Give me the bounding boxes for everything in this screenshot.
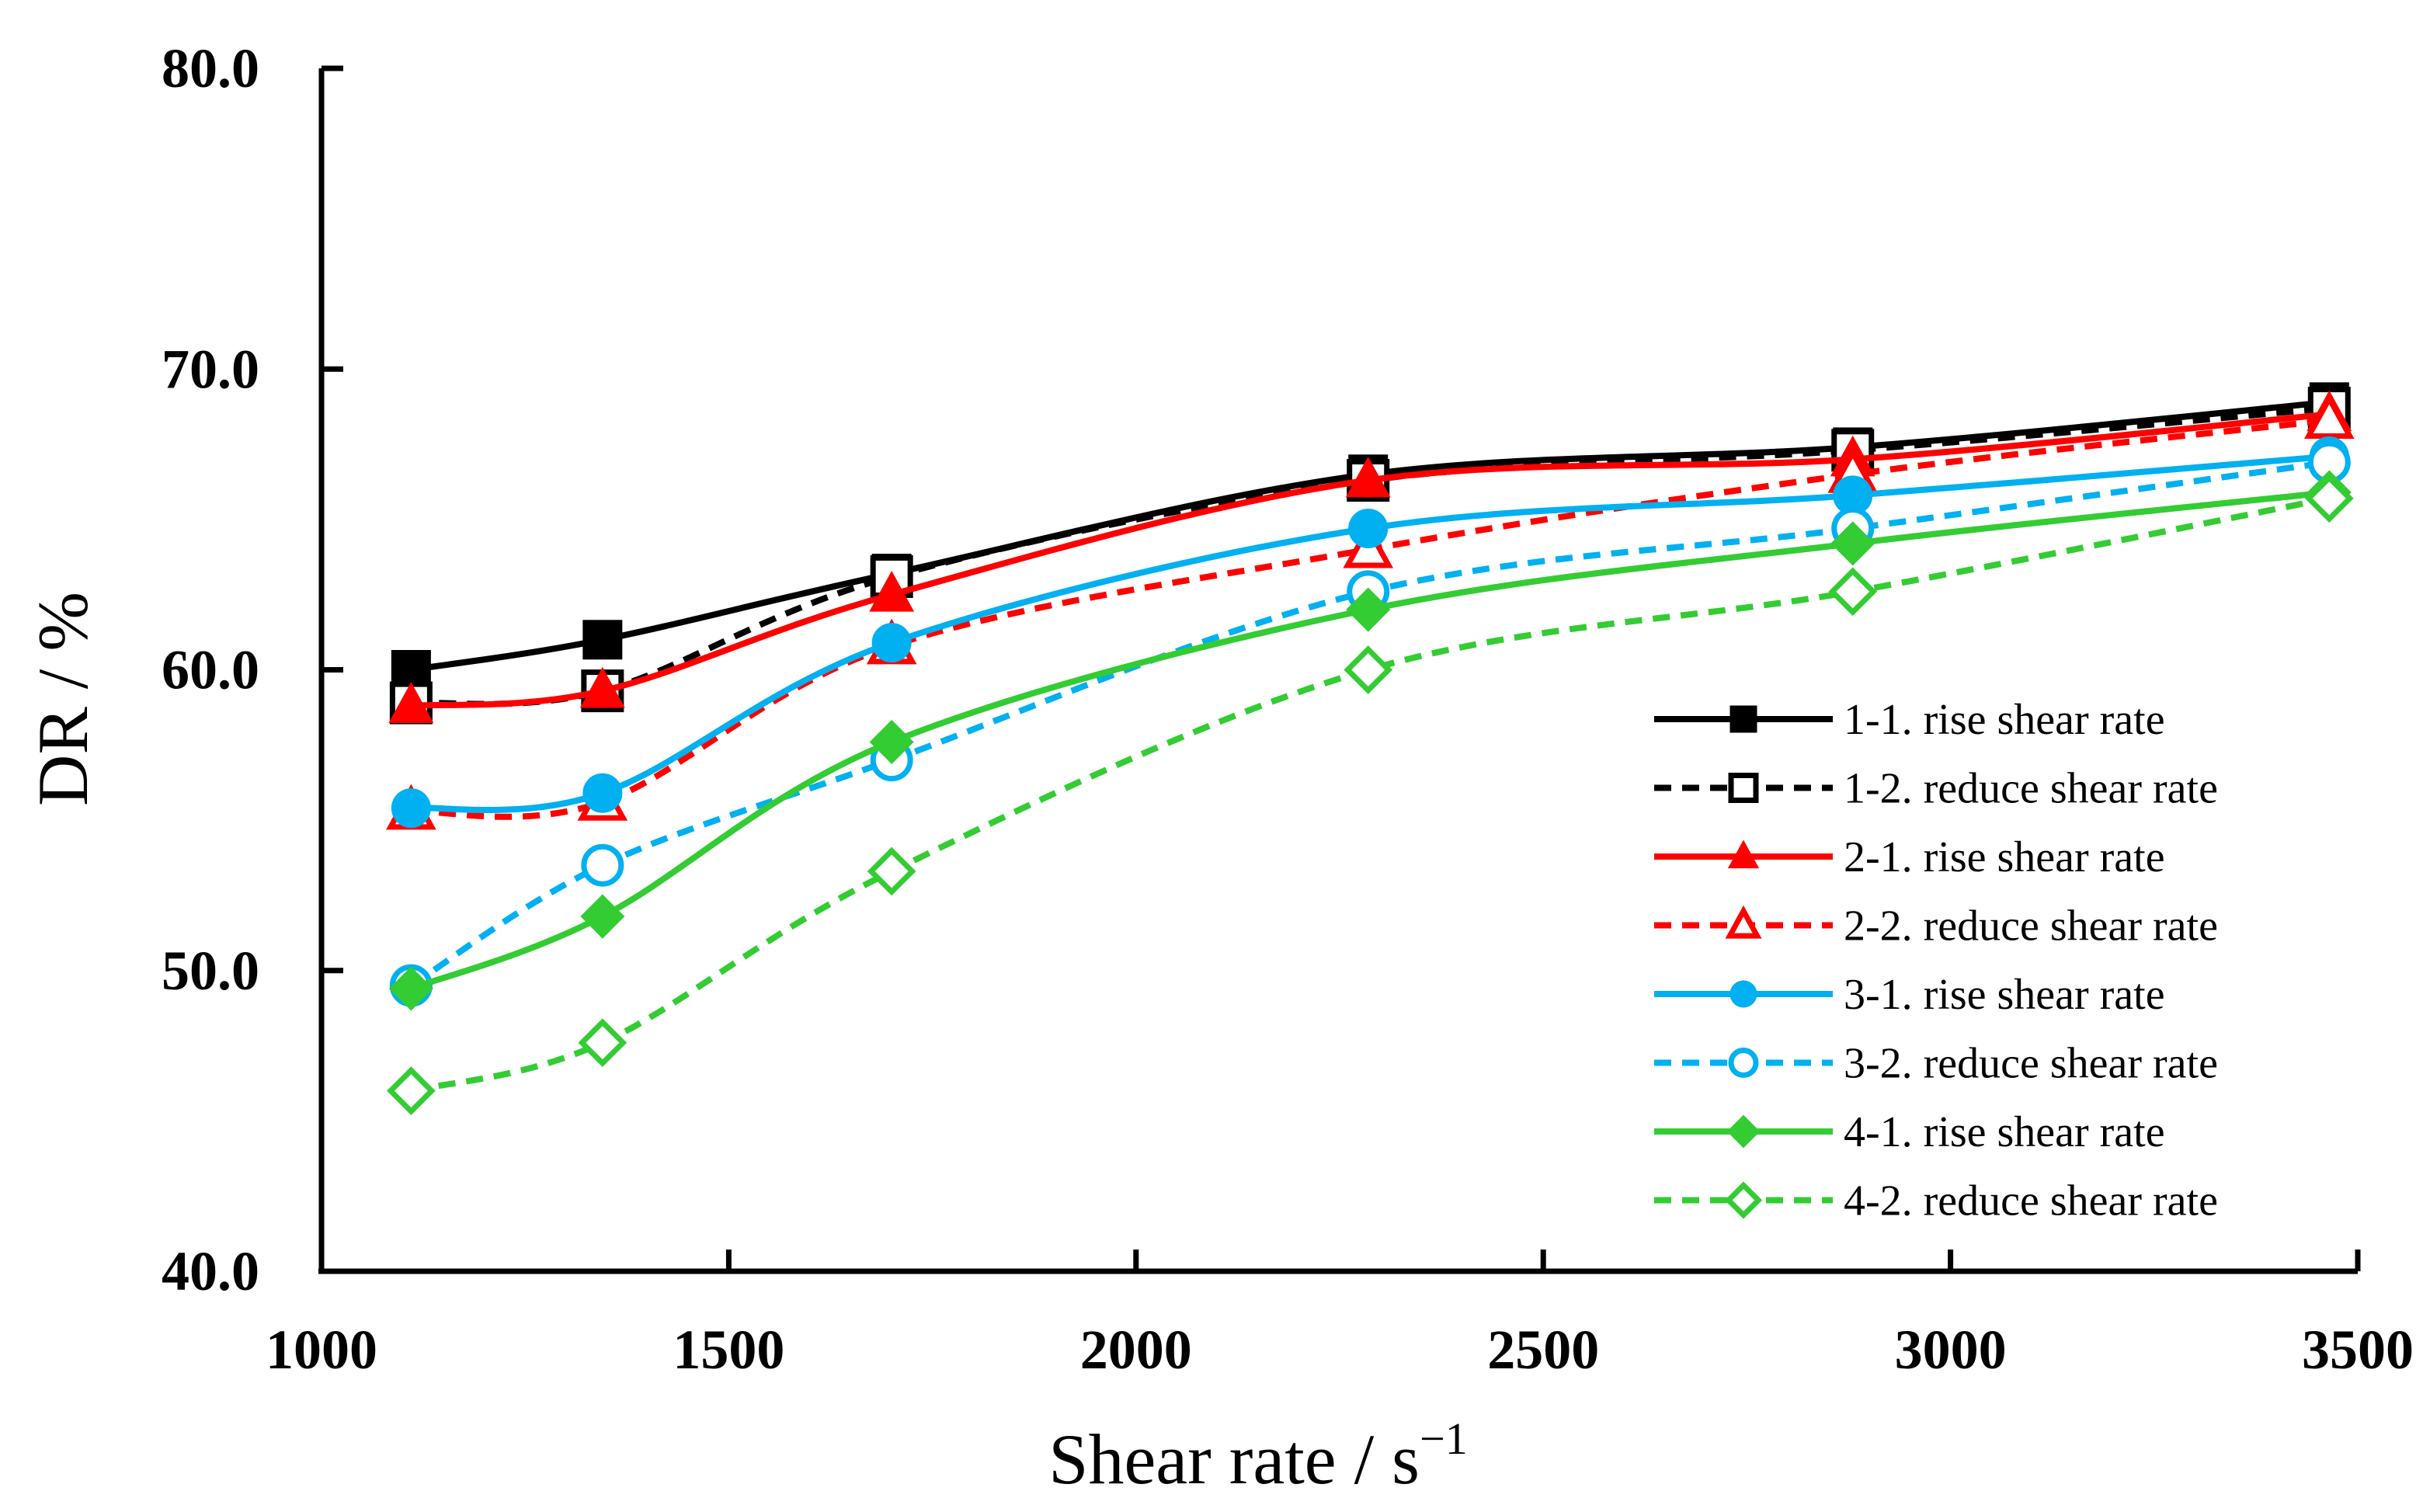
y-tick-label: 40.0: [162, 1240, 259, 1302]
data-point: [388, 966, 433, 1011]
legend-marker: [1726, 1114, 1761, 1149]
data-point: [578, 1018, 627, 1068]
legend-marker: [1729, 705, 1757, 733]
legend-label: 1-1. rise shear rate: [1844, 696, 2165, 744]
legend-marker: [1728, 1048, 1759, 1078]
legend-label: 4-2. reduce shear rate: [1844, 1177, 2218, 1225]
legend-label: 3-2. reduce shear rate: [1844, 1040, 2218, 1088]
y-axis-title: DR / %: [23, 592, 103, 806]
y-tick-label: 60.0: [162, 639, 259, 701]
data-point: [582, 773, 623, 813]
data-point: [388, 682, 434, 723]
legend-label: 2-1. rise shear rate: [1844, 833, 2165, 881]
x-axis-title-text: Shear rate / s: [1048, 1420, 1420, 1499]
series-line: [411, 453, 2330, 814]
data-point: [1345, 456, 1391, 498]
legend-item: 3-1. rise shear rate: [1654, 971, 2165, 1019]
legend-marker: [1725, 905, 1762, 939]
legend-label: 1-2. reduce shear rate: [1844, 765, 2218, 813]
series-8: [387, 474, 2354, 1115]
legend-label: 4-1. rise shear rate: [1844, 1108, 2165, 1156]
axes: [318, 68, 2358, 1274]
legend-marker: [1724, 1181, 1763, 1219]
series-7: [388, 470, 2352, 1011]
data-point: [1346, 587, 1391, 632]
x-axis-title: Shear rate / s−1: [1048, 1413, 1467, 1499]
data-point: [580, 894, 625, 939]
legend-marker: [1728, 773, 1759, 803]
series-line: [411, 411, 2330, 709]
y-tick-label: 50.0: [162, 940, 259, 1002]
data-point: [1348, 508, 1389, 548]
data-point: [869, 570, 915, 612]
legend-label: 3-1. rise shear rate: [1844, 971, 2165, 1019]
data-point: [387, 1066, 436, 1115]
data-point: [579, 666, 625, 708]
y-tick-label: 80.0: [162, 37, 259, 99]
legend-item: 4-1. rise shear rate: [1654, 1108, 2165, 1156]
legend-item: 2-1. rise shear rate: [1654, 833, 2165, 881]
x-tick-label: 1000: [266, 1319, 377, 1381]
x-tick-label: 3000: [1895, 1319, 2007, 1381]
data-point: [581, 843, 624, 887]
ticks-layer: 40.0 50.0 60.0 70.0 80.0 1000 1500 2000 2500 3000…: [162, 37, 2414, 1381]
legend-item: 1-2. reduce shear rate: [1654, 765, 2218, 813]
x-axis-title-superscript: −1: [1420, 1413, 1468, 1464]
legend-item: 1-1. rise shear rate: [1654, 696, 2165, 744]
y-tick-label: 70.0: [162, 338, 259, 400]
series-layer: [386, 382, 2355, 1115]
data-point: [871, 623, 912, 663]
x-tick-label: 1500: [673, 1319, 784, 1381]
data-point: [1344, 645, 1393, 694]
data-point: [582, 620, 623, 660]
data-point: [1830, 521, 1875, 566]
legend-marker: [1727, 839, 1760, 869]
legend-item: 4-2. reduce shear rate: [1654, 1177, 2218, 1225]
data-point: [867, 846, 916, 896]
data-point: [869, 719, 914, 764]
legend-item: 2-2. reduce shear rate: [1654, 902, 2218, 951]
legend-marker: [1729, 980, 1757, 1008]
data-point: [1828, 567, 1878, 617]
x-tick-label: 2500: [1487, 1319, 1599, 1381]
data-point: [391, 788, 431, 829]
data-point: [2304, 474, 2354, 523]
x-tick-label: 3500: [2302, 1319, 2414, 1381]
legend-label: 2-2. reduce shear rate: [1844, 902, 2218, 951]
data-point: [2303, 393, 2355, 439]
legend: 1-1. rise shear rate 1-2. reduce shear ra…: [1654, 696, 2218, 1225]
legend-item: 3-2. reduce shear rate: [1654, 1040, 2218, 1088]
x-tick-label: 2000: [1080, 1319, 1192, 1381]
